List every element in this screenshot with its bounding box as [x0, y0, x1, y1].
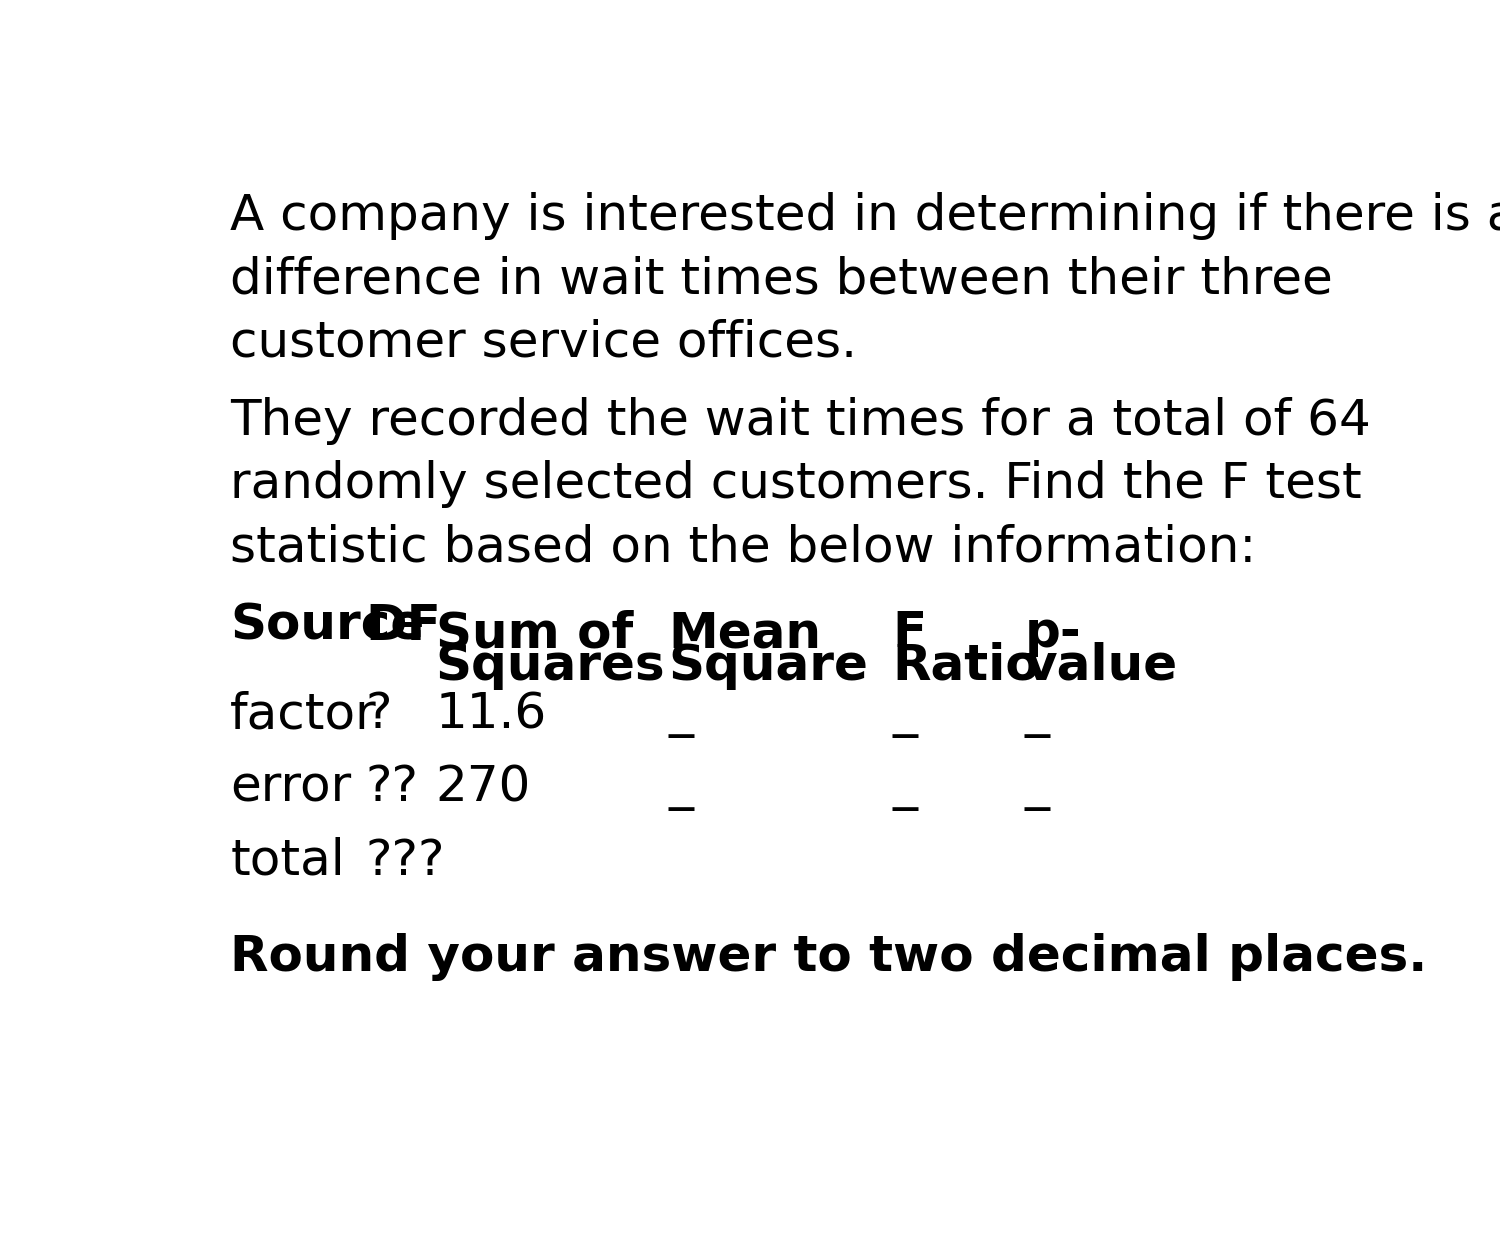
Text: Squares: Squares: [435, 641, 664, 690]
Text: Mean: Mean: [668, 609, 820, 658]
Text: Square: Square: [668, 641, 868, 690]
Text: F: F: [892, 609, 927, 658]
Text: factor: factor: [230, 690, 376, 739]
Text: 11.6: 11.6: [435, 690, 546, 739]
Text: total: total: [230, 836, 345, 885]
Text: _: _: [668, 764, 693, 811]
Text: ?: ?: [366, 690, 393, 739]
Text: 270: 270: [435, 764, 531, 811]
Text: DF: DF: [366, 602, 441, 650]
Text: _: _: [1024, 690, 1050, 739]
Text: _: _: [668, 690, 693, 739]
Text: ??: ??: [366, 764, 419, 811]
Text: error: error: [230, 764, 351, 811]
Text: value: value: [1024, 641, 1178, 690]
Text: customer service offices.: customer service offices.: [230, 318, 856, 367]
Text: _: _: [892, 764, 918, 811]
Text: difference in wait times between their three: difference in wait times between their t…: [230, 256, 1334, 303]
Text: Sum of: Sum of: [435, 609, 633, 658]
Text: _: _: [1024, 764, 1050, 811]
Text: Ratio: Ratio: [892, 641, 1041, 690]
Text: statistic based on the below information:: statistic based on the below information…: [230, 523, 1257, 572]
Text: ???: ???: [366, 836, 446, 885]
Text: randomly selected customers. Find the F test: randomly selected customers. Find the F …: [230, 461, 1362, 508]
Text: Source: Source: [230, 602, 424, 650]
Text: They recorded the wait times for a total of 64: They recorded the wait times for a total…: [230, 397, 1371, 446]
Text: A company is interested in determining if there is a: A company is interested in determining i…: [230, 192, 1500, 240]
Text: _: _: [892, 690, 918, 739]
Text: Round your answer to two decimal places.: Round your answer to two decimal places.: [230, 932, 1428, 981]
Text: p-: p-: [1024, 609, 1082, 658]
